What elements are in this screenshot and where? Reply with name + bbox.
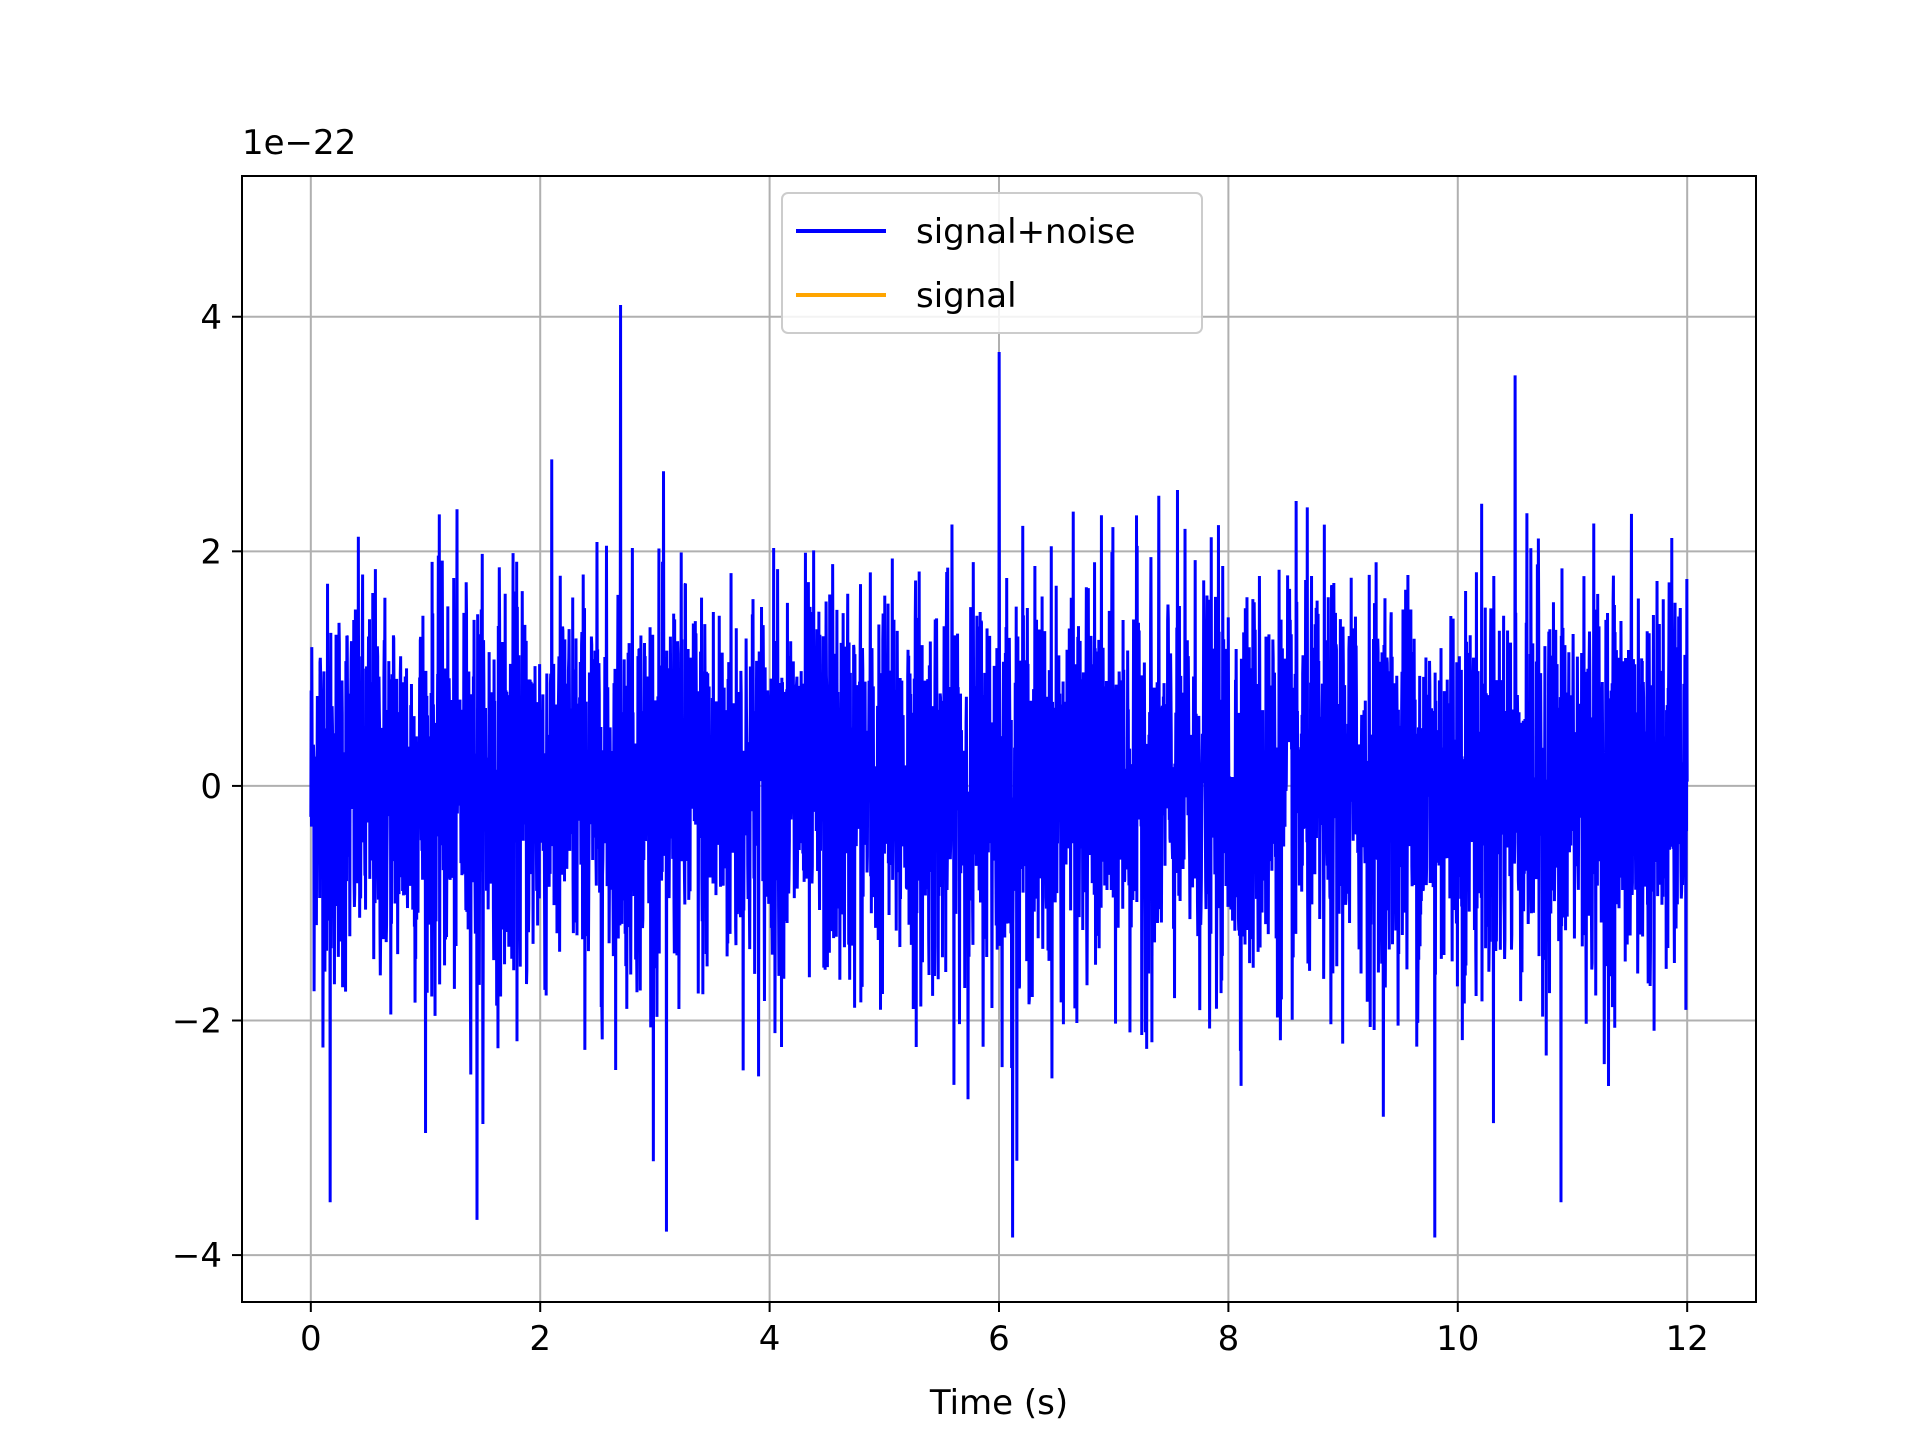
y-tick-label: 4 <box>200 298 222 338</box>
y-tick-label: −2 <box>172 1002 222 1042</box>
series-layer <box>309 305 1689 1238</box>
x-axis-label: Time (s) <box>929 1383 1068 1423</box>
x-tick-label: 12 <box>1666 1319 1709 1359</box>
x-tick-label: 10 <box>1436 1319 1479 1359</box>
x-tick-label: 6 <box>988 1319 1010 1359</box>
legend-label: signal <box>916 276 1017 316</box>
y-offset-text: 1e−22 <box>242 123 356 163</box>
legend-box <box>781 192 1203 334</box>
x-tick-label: 8 <box>1218 1319 1240 1359</box>
series-line-signal-noise <box>309 305 1689 1238</box>
x-tick-label: 0 <box>300 1319 322 1359</box>
x-tick-label: 2 <box>529 1319 551 1359</box>
y-tick-label: 2 <box>200 532 222 572</box>
legend: signal+noise signal <box>781 192 1203 334</box>
axis-ticks: 0 2 4 6 8 10 12 −4 −2 0 2 4 <box>172 298 1709 1359</box>
y-tick-label: −4 <box>172 1236 222 1276</box>
legend-label: signal+noise <box>916 212 1136 252</box>
x-tick-label: 4 <box>759 1319 781 1359</box>
y-tick-label: 0 <box>200 767 222 807</box>
